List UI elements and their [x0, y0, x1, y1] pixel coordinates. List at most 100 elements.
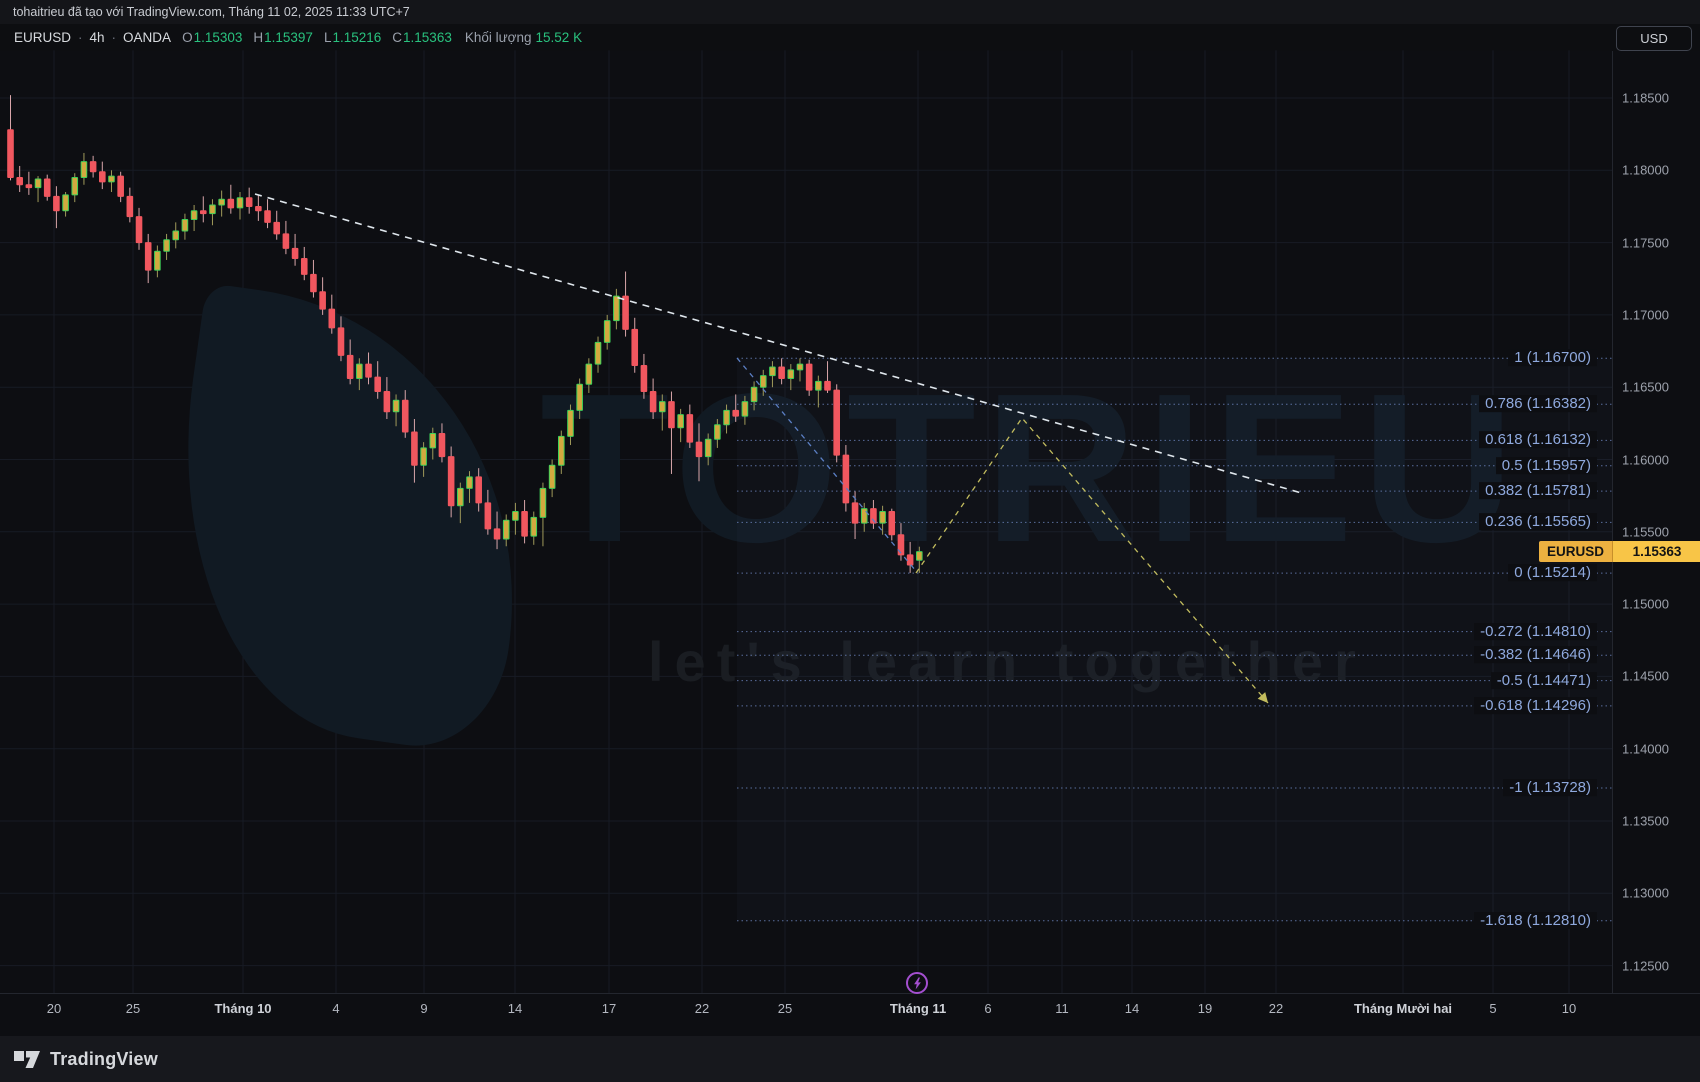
time-tick-label: 11: [1055, 1001, 1069, 1016]
candle-up: [163, 239, 170, 252]
candle-down: [906, 554, 914, 566]
candle-up: [62, 194, 69, 212]
candle-down: [631, 328, 639, 367]
economic-event-marker[interactable]: [906, 972, 928, 994]
candle-down: [43, 178, 51, 197]
candle-up: [181, 218, 189, 232]
candle-down: [484, 502, 492, 530]
badge-price: 1.15363: [1613, 541, 1700, 562]
candle-down: [851, 502, 859, 524]
price-tick-label: 1.12500: [1622, 958, 1669, 974]
candle-down: [7, 129, 14, 179]
fib-level-label: 0.618 (1.16132): [1479, 431, 1597, 449]
ohlc-close: C 1.15363: [392, 30, 452, 45]
time-tick-label: 14: [507, 1001, 523, 1016]
candle-up: [530, 516, 538, 537]
symbol-name[interactable]: EURUSD: [14, 30, 72, 45]
candle-down: [319, 291, 326, 310]
fib-band: [737, 358, 1612, 405]
tradingview-logo-icon[interactable]: [14, 1050, 41, 1069]
candle-up: [420, 447, 427, 466]
candle-up: [585, 363, 593, 385]
price-tick-label: 1.14500: [1622, 668, 1669, 684]
fib-anchor-line[interactable]: [736, 357, 917, 572]
candle-down: [255, 205, 262, 212]
candle-down: [310, 273, 317, 293]
candle-up: [548, 464, 556, 489]
candle-down: [622, 295, 629, 330]
candle-down: [401, 399, 409, 433]
candle-down: [695, 441, 703, 458]
candle-up: [759, 375, 767, 388]
candle-down: [245, 197, 253, 207]
currency-unit-button[interactable]: USD: [1616, 26, 1692, 51]
candle-up: [750, 386, 758, 403]
candle-down: [227, 198, 235, 209]
candle-down: [805, 363, 813, 391]
time-tick-label: 22: [1268, 1001, 1284, 1016]
candle-down: [99, 171, 106, 183]
candle-down: [732, 409, 740, 417]
candle-up: [677, 414, 684, 429]
candle-up: [356, 363, 363, 380]
candle-up: [769, 366, 776, 377]
tradingview-brand-text[interactable]: TradingView: [50, 1048, 158, 1069]
descending-trendline[interactable]: [254, 193, 1306, 495]
time-tick-label: 6: [984, 1001, 992, 1016]
symbol-legend-bar[interactable]: EURUSD · 4h · OANDA O 1.15303 H 1.15397 …: [0, 24, 1700, 51]
badge-symbol: EURUSD: [1539, 541, 1613, 562]
candle-down: [25, 184, 33, 189]
candle-down: [144, 242, 152, 271]
candle-down: [337, 327, 345, 356]
time-tick-label: 9: [420, 1001, 428, 1016]
candle-up: [466, 476, 473, 489]
candle-up: [172, 230, 180, 241]
price-tick-label: 1.18000: [1622, 162, 1669, 178]
time-tick-month-label: Tháng 11: [889, 1001, 947, 1016]
candle-up: [236, 197, 244, 209]
time-tick-label: 10: [1561, 1001, 1577, 1016]
candle-down: [16, 177, 23, 186]
price-scale[interactable]: 1.18500 1.18000 1.17500 1.17000 1.16500 1.160…: [1612, 51, 1700, 993]
candle-up: [704, 438, 712, 458]
candle-up: [658, 401, 666, 413]
separator-dot: ·: [111, 30, 117, 45]
time-tick-label: 25: [125, 1001, 141, 1016]
candle-up: [796, 363, 804, 371]
candle-down: [521, 511, 528, 537]
candle-up: [594, 341, 602, 365]
time-scale[interactable]: 20 25 Tháng 10 4 9 14 17 22 25 Tháng 11 6 11 14 19 22 T…: [0, 993, 1700, 1025]
candle-down: [53, 195, 60, 212]
fib-band: [737, 440, 1612, 466]
price-axis-label-badge[interactable]: EURUSD 1.15363: [1539, 541, 1700, 562]
candle-up: [71, 177, 79, 196]
candle-up: [209, 204, 216, 215]
fib-band: [737, 655, 1612, 681]
candle-down: [833, 389, 841, 456]
price-scale-border: [1612, 51, 1613, 993]
time-tick-label: 22: [694, 1001, 710, 1016]
time-tick-label: 14: [1124, 1001, 1140, 1016]
price-tick-label: 1.13000: [1622, 885, 1669, 901]
candle-up: [860, 508, 868, 524]
candle-down: [291, 247, 299, 260]
timeframe-label[interactable]: 4h: [89, 30, 105, 45]
projection-path[interactable]: [915, 416, 1269, 704]
candle-down: [888, 511, 896, 536]
time-tick-label: 17: [601, 1001, 617, 1016]
fib-band: [737, 788, 1612, 921]
projection-arrowhead: [1257, 692, 1268, 703]
fib-level-label: 0.236 (1.15565): [1479, 513, 1597, 531]
candle-down: [411, 431, 418, 466]
candle-down: [447, 456, 455, 507]
candle-down: [842, 454, 850, 504]
candle-up: [218, 198, 225, 206]
candle-up: [879, 511, 886, 524]
fib-level-label: -1.618 (1.12810): [1474, 911, 1597, 929]
candle-up: [512, 511, 519, 521]
candle-down: [282, 233, 290, 249]
candle-up: [80, 161, 88, 179]
candle-up: [429, 432, 437, 449]
ohlc-high: H 1.15397: [253, 30, 313, 45]
